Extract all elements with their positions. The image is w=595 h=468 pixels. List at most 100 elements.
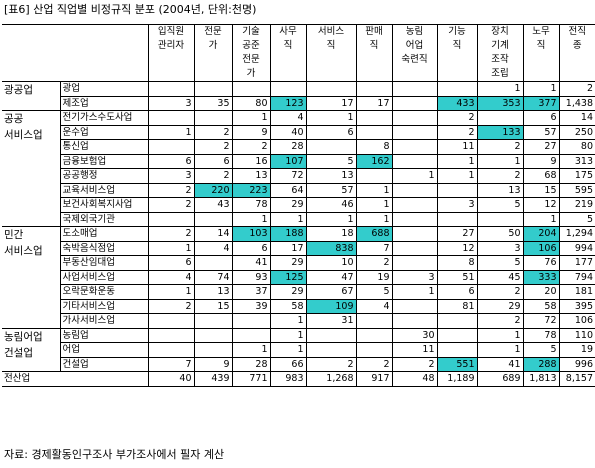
cell-value: 123 — [269, 96, 306, 111]
cell-value: 996 — [558, 357, 595, 372]
cell-value: 4 — [147, 270, 194, 285]
column-header: 사무 직 — [269, 24, 306, 82]
cell-value — [436, 313, 477, 329]
cell-value: 78 — [231, 197, 270, 213]
group-label: 민간 서비스업 — [2, 226, 61, 328]
cell-value — [436, 81, 477, 97]
industry-label: 교육서비스업 — [60, 183, 148, 198]
industry-label: 보건사회복지사업 — [60, 197, 148, 213]
cell-value: 3 — [147, 168, 194, 184]
table-row: 운수업 1 2 9 40 6 2 133 57 250 — [2, 125, 595, 140]
industry-label: 건설업 — [60, 357, 148, 372]
cell-value: 125 — [269, 270, 306, 285]
cell-value: 67 — [305, 284, 356, 300]
cell-value: 5 — [355, 284, 392, 300]
cell-value: 19 — [355, 270, 392, 285]
table-row: 제조업 3 35 80 123 17 17 433 353 377 1,438 — [2, 96, 595, 111]
cell-value — [436, 342, 477, 358]
cell-value: 1 — [355, 197, 392, 213]
cell-value — [391, 226, 437, 242]
cell-value: 72 — [269, 168, 306, 184]
cell-value: 2 — [355, 255, 392, 271]
table-row: 사업서비스업 4 74 93 125 47 19 3 51 45 333 794 — [2, 270, 595, 285]
table-row: 어업 1 1 11 1 5 19 — [2, 342, 595, 358]
cell-value: 2 — [305, 357, 356, 372]
cell-value: 76 — [522, 255, 559, 271]
industry-label: 가사서비스업 — [60, 313, 148, 329]
cell-value: 177 — [558, 255, 595, 271]
total-value: 1,268 — [305, 371, 356, 387]
cell-value: 1,294 — [558, 226, 595, 242]
cell-value: 40 — [269, 125, 306, 140]
cell-value — [355, 342, 392, 358]
cell-value: 1 — [522, 81, 559, 97]
group-label: 광공업 — [2, 81, 61, 111]
cell-value: 2 — [193, 139, 232, 155]
cell-value: 81 — [436, 299, 477, 314]
industry-label: 농림업 — [60, 327, 148, 343]
cell-value: 39 — [231, 299, 270, 314]
industry-label: 도소매업 — [60, 226, 148, 242]
cell-value: 80 — [558, 139, 595, 155]
cell-value: 17 — [305, 96, 356, 111]
cell-value: 7 — [355, 241, 392, 256]
cell-value: 6 — [522, 110, 559, 126]
cell-value: 6 — [436, 284, 477, 300]
cell-value — [147, 212, 194, 227]
column-header: 판매 직 — [355, 24, 392, 82]
total-label: 전산업 — [2, 371, 148, 387]
cell-value: 8 — [436, 255, 477, 271]
cell-value: 2 — [355, 357, 392, 372]
column-header: 장치 기계 조작 조립 — [476, 24, 523, 82]
cell-value: 1 — [147, 125, 194, 140]
total-value: 983 — [269, 371, 306, 387]
cell-value: 66 — [269, 357, 306, 372]
cell-value: 313 — [558, 154, 595, 169]
cell-value: 2 — [558, 81, 595, 97]
cell-value — [391, 313, 437, 329]
cell-value: 19 — [558, 342, 595, 358]
table-title: [표6] 산업 직업별 비정규직 분포 (2004년, 단위:천명) — [4, 3, 257, 16]
industry-label: 통신업 — [60, 139, 148, 155]
cell-value — [147, 327, 194, 343]
table-row: 공공행정 3 2 13 72 13 1 1 2 68 175 — [2, 168, 595, 184]
cell-value: 15 — [193, 299, 232, 314]
cell-value: 1 — [269, 342, 306, 358]
cell-value: 1 — [231, 342, 270, 358]
industry-label: 숙박음식점업 — [60, 241, 148, 256]
cell-value: 1 — [436, 154, 477, 169]
cell-value: 106 — [558, 313, 595, 329]
cell-value: 2 — [147, 226, 194, 242]
cell-value: 5 — [558, 212, 595, 227]
cell-value: 30 — [391, 327, 437, 343]
cell-value: 3 — [476, 241, 523, 256]
cell-value: 1 — [391, 284, 437, 300]
column-header: 서비스 직 — [305, 24, 356, 82]
cell-value: 219 — [558, 197, 595, 213]
cell-value: 16 — [231, 154, 270, 169]
group-label: 농림어업 건설업 — [2, 327, 61, 372]
cell-value — [436, 212, 477, 227]
cell-value — [476, 110, 523, 126]
industry-label: 부동산임대업 — [60, 255, 148, 271]
cell-value: 1 — [476, 342, 523, 358]
cell-value: 18 — [305, 226, 356, 242]
cell-value: 13 — [193, 284, 232, 300]
cell-value — [305, 81, 356, 97]
cell-value: 29 — [269, 255, 306, 271]
cell-value — [391, 183, 437, 198]
cell-value: 1 — [147, 284, 194, 300]
data-table: 입직원 관리자 전문 가 기술 공준 전문 가 사무 직 서비스 직 판매 직 농림 어업 숙련직 기능 직 장치 기계… — [2, 24, 595, 387]
cell-value: 3 — [436, 197, 477, 213]
cell-value: 1 — [269, 212, 306, 227]
cell-value: 2 — [476, 168, 523, 184]
total-value: 48 — [391, 371, 437, 387]
cell-value: 2 — [436, 110, 477, 126]
cell-value — [391, 81, 437, 97]
cell-value: 2 — [391, 357, 437, 372]
cell-value — [305, 342, 356, 358]
cell-value: 1 — [476, 154, 523, 169]
table-row: 오락문화운동 1 13 37 29 67 5 1 6 2 20 181 — [2, 284, 595, 300]
cell-value — [355, 125, 392, 140]
table-row: 가사서비스업 1 31 2 72 106 — [2, 313, 595, 329]
